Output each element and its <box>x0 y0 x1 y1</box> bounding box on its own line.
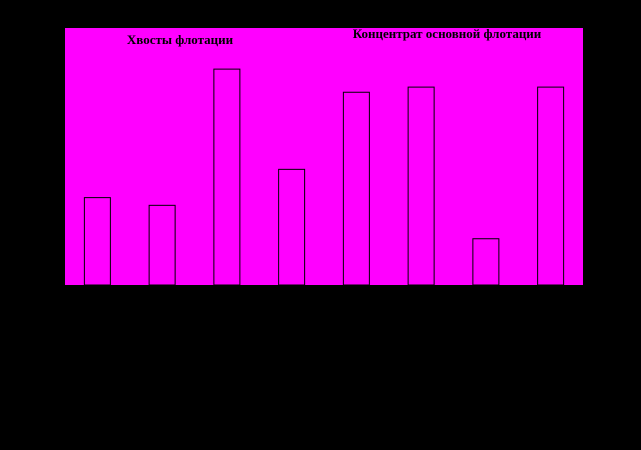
bar <box>83 197 111 286</box>
annotation: Концентрат основной флотации <box>353 26 542 41</box>
bar <box>148 204 176 286</box>
plot-area <box>65 28 583 285</box>
bar <box>342 91 370 286</box>
bar <box>213 68 241 286</box>
annotation: Хвосты флотации <box>127 32 234 47</box>
bar <box>278 168 306 286</box>
bar <box>537 86 565 286</box>
bar <box>472 238 500 286</box>
bar <box>407 86 435 286</box>
